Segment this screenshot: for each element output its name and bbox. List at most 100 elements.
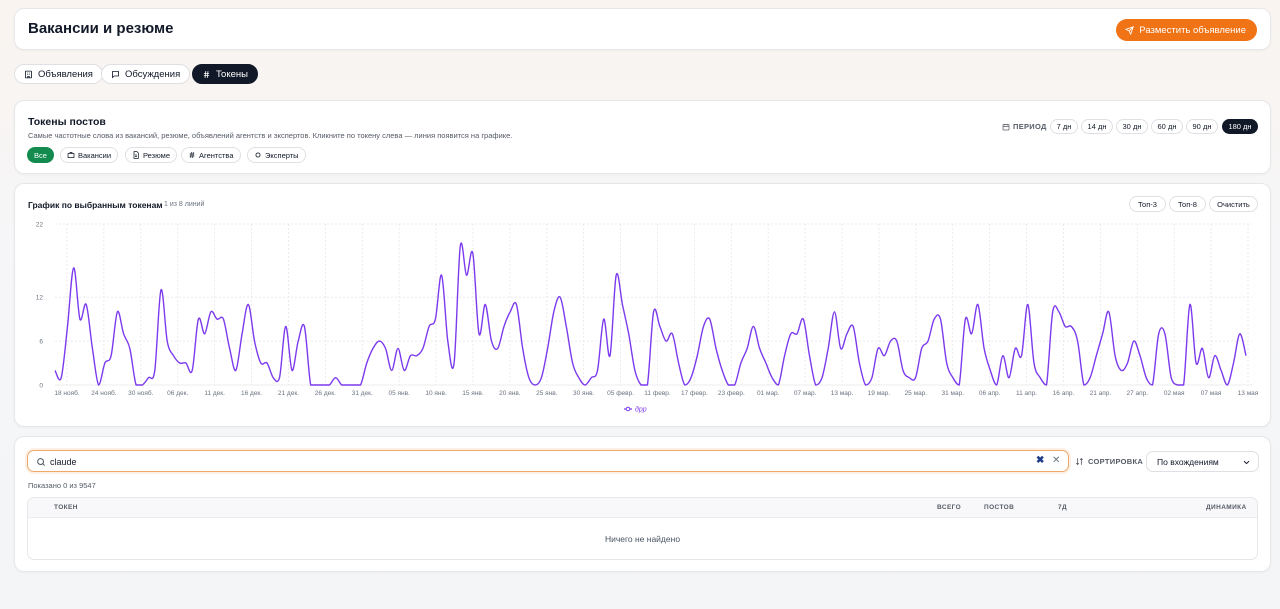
filter-resumes[interactable]: Резюме <box>125 147 177 163</box>
x-tick-label: 01 мар. <box>757 390 780 397</box>
x-tick-label: 02 мая <box>1164 390 1185 397</box>
x-tick-label: 11 февр. <box>644 390 671 397</box>
x-tick-label: 16 апр. <box>1053 390 1075 397</box>
x-tick-label: 21 апр. <box>1090 390 1112 397</box>
tokens-subtitle: Самые частотные слова из вакансий, резюм… <box>28 131 513 140</box>
x-tick-label: 25 мар. <box>905 390 928 397</box>
sort-select[interactable]: По вхождениям <box>1146 451 1259 472</box>
period-90d-label: 90 дн <box>1192 122 1212 131</box>
search-box: ✖ ✕ <box>27 450 1069 472</box>
y-tick-label: 6 <box>39 339 43 346</box>
x-tick-label: 05 янв. <box>388 390 410 397</box>
period-60d[interactable]: 60 дн <box>1151 119 1183 134</box>
sort-label: СОРТИРОВКА <box>1075 457 1143 466</box>
tokens-title: Токены постов <box>28 116 106 128</box>
filter-resumes-label: Резюме <box>143 150 170 160</box>
hash-icon <box>203 70 210 78</box>
legend-marker <box>625 406 631 412</box>
filter-vacancies-label: Вакансии <box>78 150 112 160</box>
x-tick-label: 26 дек. <box>315 390 336 397</box>
x-tick-label: 31 мар. <box>941 390 964 397</box>
period-180d-label: 180 дн <box>1228 122 1252 131</box>
filter-experts[interactable]: Эксперты <box>247 147 306 163</box>
period-14d-label: 14 дн <box>1087 122 1107 131</box>
col-trend[interactable]: ДИНАМИКА <box>1206 504 1247 511</box>
search-input[interactable] <box>50 454 1030 469</box>
token-line-chart: 0 6 12 22 18 нояб. 24 нояб. 30 нояб. 06 дек. 11 … <box>36 222 1259 414</box>
filter-all[interactable]: Все <box>27 147 54 163</box>
y-tick-label: 12 <box>36 295 44 302</box>
col-total[interactable]: ВСЕГО <box>937 504 962 511</box>
shown-count: Показано 0 из 9547 <box>28 481 96 490</box>
period-180d[interactable]: 180 дн <box>1222 119 1258 134</box>
x-tick-label: 30 нояб. <box>128 389 153 397</box>
x-tick-label: 27 апр. <box>1126 390 1148 397</box>
briefcase-icon <box>67 151 75 159</box>
top3-label: Топ-3 <box>1138 199 1157 209</box>
calendar-icon <box>1002 123 1010 130</box>
tokens-table: ТОКЕН ВСЕГО ПОСТОВ 7Д ДИНАМИКА Ничего не… <box>27 497 1258 560</box>
empty-state: Ничего не найдено <box>604 534 681 544</box>
hash-icon <box>189 151 195 159</box>
sort-icon <box>1076 457 1083 466</box>
tab-tokens[interactable]: Токены <box>192 64 258 84</box>
filter-agencies[interactable]: Агентства <box>181 147 241 163</box>
table-header: ТОКЕН ВСЕГО ПОСТОВ 7Д ДИНАМИКА <box>28 498 1257 518</box>
period-7d[interactable]: 7 дн <box>1050 119 1078 134</box>
x-tick-label: 06 дек. <box>167 390 188 397</box>
x-tick-label: 07 мая <box>1201 390 1222 397</box>
clear-search-filled-icon[interactable]: ✖ <box>1036 455 1045 466</box>
tab-ads-label: Объявления <box>38 68 93 80</box>
x-tick-label: 11 апр. <box>1016 390 1037 397</box>
x-tick-label: 11 дек. <box>204 390 225 397</box>
tokens-panel: Токены постов Самые частотные слова из в… <box>14 100 1271 174</box>
post-ad-button[interactable]: Разместить объявление <box>1116 19 1257 41</box>
x-tick-label: 06 апр. <box>979 390 1001 397</box>
top3-button[interactable]: Топ-3 <box>1129 196 1166 212</box>
filter-vacancies[interactable]: Вакансии <box>60 147 119 163</box>
x-tick-label: 30 янв. <box>573 390 595 397</box>
x-tick-label: 07 мар. <box>794 390 817 397</box>
x-tick-label: 13 мар. <box>831 390 854 397</box>
filter-all-label: Все <box>34 150 47 160</box>
x-tick-label: 18 нояб. <box>54 389 79 397</box>
filter-agencies-label: Агентства <box>199 150 234 160</box>
filter-experts-label: Эксперты <box>265 150 299 160</box>
x-tick-label: 31 дек. <box>352 390 373 397</box>
x-tick-label: 15 янв. <box>462 390 484 397</box>
building-icon <box>25 70 32 78</box>
send-icon <box>1125 25 1134 35</box>
col-token[interactable]: ТОКЕН <box>54 504 78 511</box>
legend-label: дрр <box>635 406 647 414</box>
y-tick-label: 22 <box>36 222 44 229</box>
chevron-down-icon <box>1243 460 1250 465</box>
tab-ads[interactable]: Объявления <box>14 64 103 84</box>
x-tick-label: 23 февр. <box>718 390 745 397</box>
clear-search-icon[interactable]: ✕ <box>1052 455 1061 466</box>
x-tick-label: 13 мая <box>1238 390 1259 397</box>
x-tick-label: 16 дек. <box>241 390 262 397</box>
page-title: Вакансии и резюме <box>28 20 174 37</box>
sparkle-icon <box>255 152 261 158</box>
x-tick-label: 24 нояб. <box>91 389 116 397</box>
period-90d[interactable]: 90 дн <box>1186 119 1218 134</box>
y-tick-label: 0 <box>39 383 43 390</box>
clear-label: Очистить <box>1217 199 1250 209</box>
col-7d[interactable]: 7Д <box>1058 504 1068 511</box>
clear-button[interactable]: Очистить <box>1209 196 1258 212</box>
x-tick-label: 19 мар. <box>868 390 891 397</box>
tab-discussions[interactable]: Обсуждения <box>101 64 191 84</box>
period-label: ПЕРИОД <box>1002 122 1047 131</box>
chat-icon <box>112 70 119 78</box>
document-icon <box>133 151 139 159</box>
sort-select-value: По вхождениям <box>1157 456 1219 467</box>
period-30d[interactable]: 30 дн <box>1116 119 1148 134</box>
period-label-text: ПЕРИОД <box>1013 122 1047 131</box>
x-tick-label: 20 янв. <box>499 390 521 397</box>
top8-button[interactable]: Топ-8 <box>1169 196 1206 212</box>
sort-label-text: СОРТИРОВКА <box>1088 457 1144 466</box>
period-14d[interactable]: 14 дн <box>1081 119 1113 134</box>
period-7d-label: 7 дн <box>1056 122 1072 131</box>
col-posts[interactable]: ПОСТОВ <box>984 504 1015 511</box>
chart-lines-info: 1 из 8 линий <box>164 201 205 208</box>
